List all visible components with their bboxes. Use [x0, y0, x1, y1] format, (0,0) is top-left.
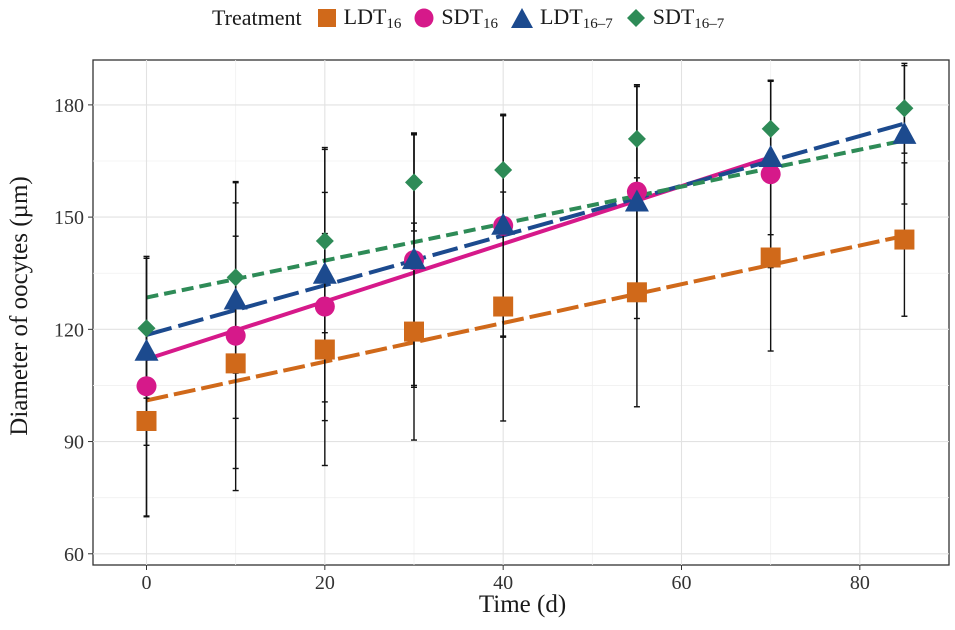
legend-title: Treatment	[212, 5, 302, 30]
point-circle	[314, 296, 335, 317]
point-diamond	[315, 232, 334, 251]
point-square	[136, 410, 157, 431]
point-triangle	[892, 121, 917, 144]
legend-label: LDT16–7	[540, 4, 613, 33]
point-diamond	[494, 160, 513, 179]
data-points	[134, 99, 917, 431]
legend-diamond-icon	[626, 9, 645, 27]
point-circle	[136, 376, 157, 397]
legend-entry-ldt16-7: LDT16–7	[510, 4, 613, 33]
legend-subscript: 16	[482, 15, 498, 32]
legend-subscript: 16–7	[582, 15, 613, 32]
point-square	[894, 229, 915, 250]
point-square	[314, 339, 335, 360]
point-diamond	[405, 173, 423, 192]
point-square	[760, 247, 781, 268]
y-tick-label: 150	[54, 207, 84, 229]
legend-triangle-icon	[510, 8, 533, 28]
x-tick-label: 60	[672, 572, 692, 594]
point-square	[225, 353, 246, 374]
point-square	[626, 282, 647, 303]
legend-label: SDT16	[441, 4, 498, 33]
point-diamond	[895, 99, 914, 118]
point-triangle	[402, 247, 426, 270]
legend-square-icon	[317, 9, 336, 27]
x-tick-label: 20	[315, 572, 335, 594]
legend-name: SDT	[652, 3, 695, 29]
legend-label: SDT16–7	[653, 4, 725, 33]
point-square	[493, 296, 514, 317]
y-tick-label: 60	[64, 544, 84, 566]
point-triangle	[312, 261, 337, 284]
x-tick-label: 0	[142, 572, 152, 594]
legend-entry-sdt16: SDT16	[413, 4, 498, 33]
point-triangle	[134, 338, 159, 361]
y-tick-label: 90	[64, 432, 84, 454]
legend-subscript: 16	[386, 15, 402, 32]
point-triangle	[491, 212, 516, 235]
legend-name: LDT	[539, 3, 583, 29]
legend-label: LDT16	[344, 4, 402, 33]
point-triangle	[624, 189, 649, 212]
point-circle	[225, 325, 246, 346]
fit-line-3	[146, 138, 905, 300]
point-triangle	[758, 145, 783, 168]
point-diamond	[137, 319, 156, 338]
y-tick-label: 120	[54, 319, 84, 341]
legend-entry-sdt16-7: SDT16–7	[625, 4, 725, 33]
point-circle	[760, 164, 781, 185]
y-tick-label: 180	[54, 95, 84, 117]
axes: 0 20 40 60 80 60 90 120 150 180	[54, 95, 870, 594]
y-axis-title: Diameter of oocytes (µm)	[6, 176, 33, 436]
point-diamond	[226, 268, 245, 287]
legend-name: SDT	[441, 3, 483, 29]
point-triangle	[223, 287, 248, 310]
point-square	[404, 321, 424, 342]
legend-subscript: 16–7	[694, 15, 725, 32]
point-diamond	[627, 129, 646, 148]
point-diamond	[761, 119, 780, 138]
legend-name: LDT	[343, 3, 387, 29]
legend-entry-ldt16: LDT16	[316, 4, 402, 33]
legend-circle-icon	[414, 8, 434, 28]
x-tick-label: 40	[493, 572, 513, 594]
x-tick-label: 80	[850, 572, 870, 594]
legend: Treatment LDT16 SDT16 LDT16–7 SDT16–7	[212, 3, 736, 33]
x-axis-title: Time (d)	[478, 591, 567, 618]
